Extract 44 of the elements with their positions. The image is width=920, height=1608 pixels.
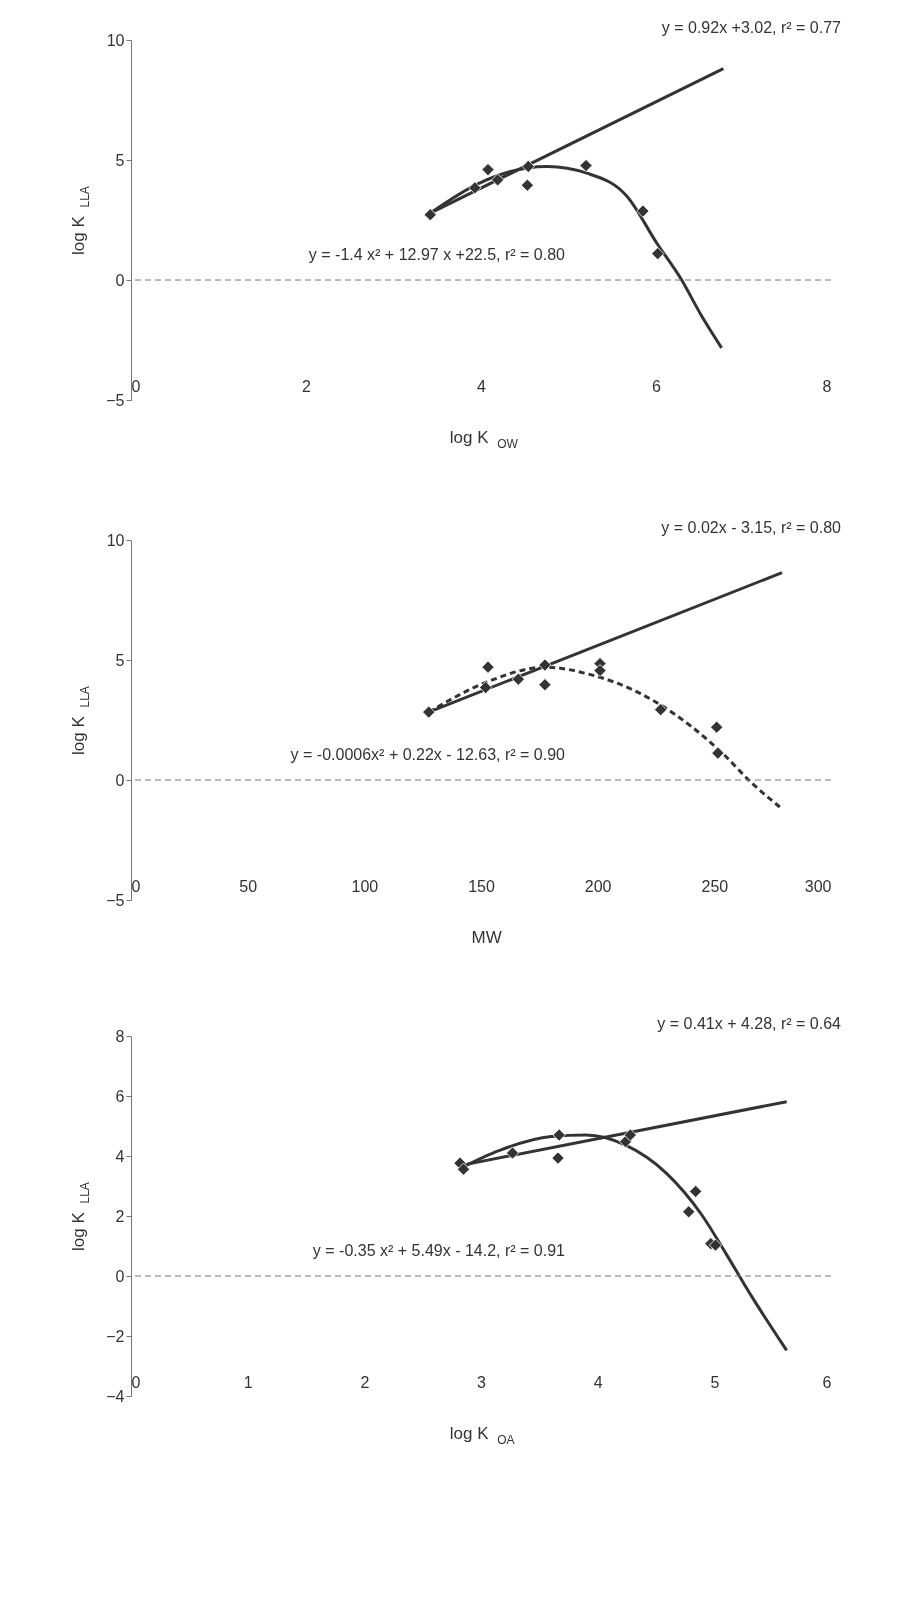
y-tick-label: 5 — [115, 151, 125, 169]
text: y = 0.41x + 4.28, r² = 0.64 — [657, 1015, 842, 1032]
y-axis-title: log KLLA — [69, 186, 92, 255]
y-tick-label: 0 — [115, 271, 125, 289]
x-tick-label: 300 — [804, 877, 832, 895]
x-tick-label: 0 — [131, 1373, 141, 1391]
x-tick-label: 4 — [477, 377, 487, 395]
y-tick-label: 8 — [115, 1027, 125, 1045]
x-tick-label: 100 — [351, 877, 379, 895]
y-tick-label: 2 — [115, 1207, 125, 1225]
x-tick-label: 50 — [239, 877, 258, 895]
x-axis-title: MW — [471, 928, 502, 947]
y-tick-label: 10 — [106, 531, 125, 549]
x-tick-label: 0 — [131, 377, 141, 395]
y-axis-title: log KLLA — [69, 686, 92, 755]
x-tick-label: 5 — [710, 1373, 720, 1391]
y-tick-label: 6 — [115, 1087, 125, 1105]
y-tick-label: 10 — [106, 31, 125, 49]
y-tick-label: −5 — [106, 891, 125, 909]
x-tick-label: 2 — [302, 377, 312, 395]
x-tick-label: 3 — [477, 1373, 487, 1391]
y-tick-label: −2 — [106, 1327, 125, 1345]
annotation: y = -1.4 x² + 12.97 x +22.5, r² = 0.80 — [308, 246, 566, 263]
x-tick-label: 0 — [131, 877, 141, 895]
x-tick-label: 1 — [243, 1373, 253, 1391]
x-tick-label: 8 — [822, 377, 832, 395]
y-tick-label: −4 — [106, 1387, 125, 1405]
x-tick-label: 150 — [468, 877, 495, 895]
annotation: y = -0.0006x² + 0.22x - 12.63, r² = 0.90 — [290, 746, 566, 763]
x-tick-label: 6 — [652, 377, 662, 395]
y-axis-title: log KLLA — [69, 1182, 92, 1251]
x-tick-label: 200 — [584, 877, 612, 895]
y-tick-label: −5 — [106, 391, 125, 409]
annotation: y = -0.35 x² + 5.49x - 14.2, r² = 0.91 — [312, 1242, 566, 1259]
y-tick-label: 0 — [115, 1267, 125, 1285]
text: y = 0.02x - 3.15, r² = 0.80 — [661, 519, 842, 536]
x-tick-label: 2 — [360, 1373, 370, 1391]
x-tick-label: 4 — [593, 1373, 603, 1391]
text: y = 0.92x +3.02, r² = 0.77 — [661, 19, 842, 36]
y-tick-label: 4 — [115, 1147, 125, 1165]
x-tick-label: 250 — [701, 877, 729, 895]
y-tick-label: 0 — [115, 771, 125, 789]
x-tick-label: 6 — [822, 1373, 832, 1391]
y-tick-label: 5 — [115, 651, 125, 669]
